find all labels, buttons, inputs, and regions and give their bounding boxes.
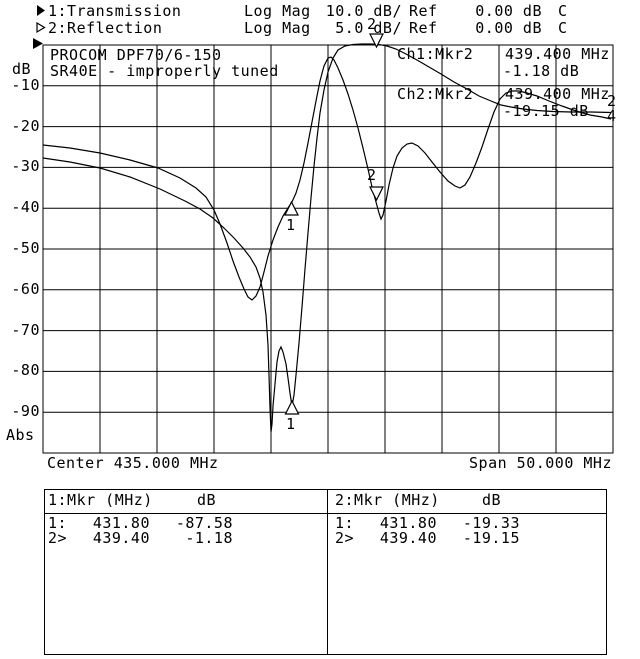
- device-title-line2: SR40E - improperly tuned: [50, 62, 279, 80]
- y-tick-label: -50: [11, 239, 40, 257]
- marker-db: -87.58: [175, 514, 233, 532]
- y-tick-label: -90: [11, 402, 40, 421]
- table-ch1-header-unit: dB: [197, 491, 217, 509]
- marker-freq: 439.40: [379, 529, 437, 547]
- readout-ch2-freq: 439.400 MHz: [505, 85, 610, 103]
- readout-ch1-freq: 439.400 MHz: [505, 45, 610, 63]
- marker-freq: 431.80: [92, 514, 150, 532]
- channel1-scale: 10.0 dB/: [325, 2, 402, 20]
- trace-end-label-upper: 2: [607, 92, 617, 110]
- marker-1-triangle-icon: [284, 200, 299, 216]
- marker-number-label: 1: [286, 216, 296, 234]
- marker-number-label: 2: [367, 15, 377, 33]
- marker-db: -19.15: [462, 529, 520, 547]
- channel2-cal-flag: C: [558, 19, 568, 37]
- y-tick-label: -10: [11, 75, 40, 94]
- span-label: Span 50.000 MHz: [469, 454, 612, 472]
- table-ch2-header-name: 2:Mkr (MHz): [335, 491, 440, 509]
- readout-ch1-value: -1.18 dB: [503, 62, 580, 80]
- table-ch1-header-name: 1:Mkr (MHz): [48, 491, 153, 509]
- trace-reflection: [42, 56, 612, 301]
- marker-number-label: 1: [286, 415, 296, 433]
- channel2-name: 2:Reflection: [48, 19, 163, 37]
- marker-db: -1.18: [185, 529, 233, 547]
- marker-id: 2>: [48, 529, 68, 547]
- marker-2-triangle-icon: [369, 186, 384, 202]
- y-axis-abs-label: Abs: [6, 426, 35, 444]
- y-tick-label: -60: [11, 279, 40, 298]
- y-tick-label: -20: [11, 116, 40, 135]
- table-header-separator: [45, 513, 606, 514]
- marker-2-triangle-icon: [369, 33, 384, 49]
- table-ch2-header-unit: dB: [482, 491, 502, 509]
- center-frequency-label: Center 435.000 MHz: [47, 454, 219, 472]
- reference-position-arrow-icon: [33, 38, 43, 49]
- readout-ch2-value: -19.15 dB: [503, 102, 589, 120]
- y-tick-label: -40: [11, 198, 40, 217]
- trace-transmission: [42, 43, 612, 433]
- y-tick-label: -80: [11, 361, 40, 380]
- channel2-scale: 5.0 dB/: [335, 19, 402, 37]
- marker-id: 1:: [48, 514, 68, 532]
- channel1-ref-label: Ref: [409, 2, 438, 20]
- marker-id: 2>: [335, 529, 355, 547]
- channel2-inactive-arrow-icon: [36, 22, 46, 34]
- marker-number-label: 2: [367, 166, 377, 184]
- readout-ch2-marker: Ch2:Mkr2: [397, 85, 474, 103]
- marker-table-box: [44, 489, 607, 655]
- trace-end-label-lower: 4: [607, 107, 617, 125]
- channel1-active-arrow-icon: [37, 5, 45, 16]
- marker-db: -19.33: [462, 514, 520, 532]
- marker-freq: 431.80: [379, 514, 437, 532]
- channel1-cal-flag: C: [558, 2, 568, 20]
- y-tick-label: -70: [11, 320, 40, 339]
- channel1-format: Log Mag: [244, 2, 311, 20]
- marker-freq: 439.40: [92, 529, 150, 547]
- marker-id: 1:: [335, 514, 355, 532]
- channel2-ref-label: Ref: [409, 19, 438, 37]
- y-tick-label: -30: [11, 157, 40, 176]
- channel2-ref-value: 0.00 dB: [475, 19, 542, 37]
- table-divider: [327, 490, 328, 654]
- device-title-line1: PROCOM DPF70/6-150: [50, 46, 222, 64]
- marker-1-triangle-icon: [284, 399, 300, 415]
- y-axis-unit-label: dB: [12, 60, 32, 78]
- channel1-name: 1:Transmission: [48, 2, 182, 20]
- readout-ch1-marker: Ch1:Mkr2: [397, 45, 474, 63]
- channel1-ref-value: 0.00 dB: [475, 2, 542, 20]
- channel2-format: Log Mag: [244, 19, 311, 37]
